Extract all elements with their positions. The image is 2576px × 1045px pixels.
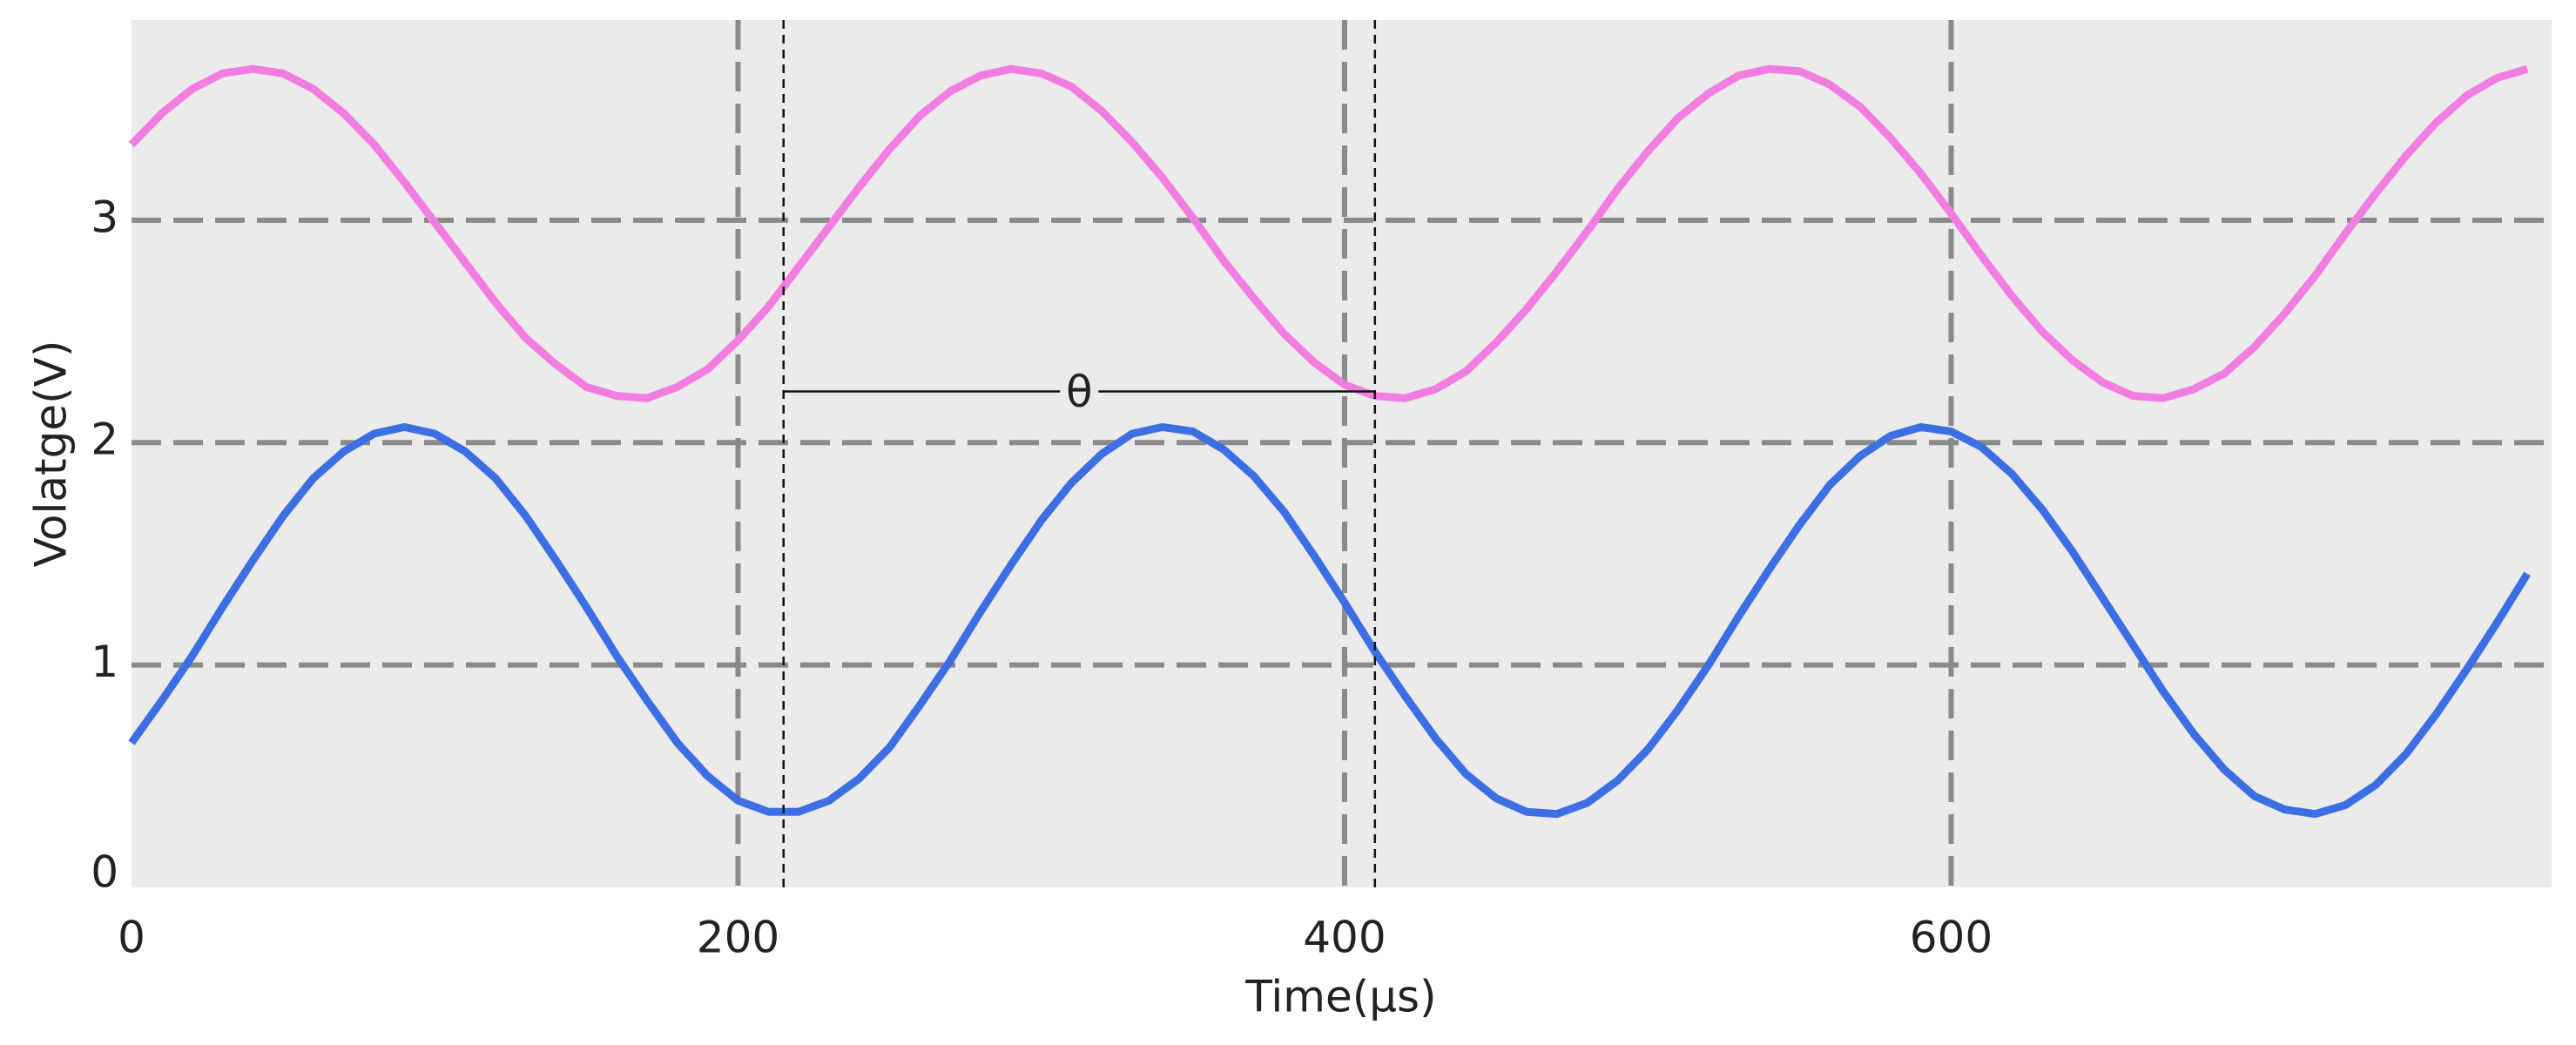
x-axis-label: Time(μs) (1244, 972, 1436, 1022)
phase-label: θ (1066, 367, 1093, 417)
x-tick-label: 200 (697, 913, 779, 963)
y-axis-label: Volatge(V) (26, 340, 77, 568)
data-line (128, 64, 2529, 402)
y-tick-label: 2 (91, 415, 118, 465)
y-tick-label: 1 (91, 637, 118, 687)
y-tick-label: 0 (91, 847, 118, 898)
plot-background (131, 20, 2552, 887)
y-tick-label: 3 (91, 192, 118, 242)
x-tick-label: 400 (1303, 913, 1386, 963)
data-line (128, 422, 2531, 819)
x-tick-label: 0 (118, 913, 145, 963)
phase-label-bg (1060, 367, 1099, 416)
x-tick-label: 600 (1910, 913, 1993, 963)
